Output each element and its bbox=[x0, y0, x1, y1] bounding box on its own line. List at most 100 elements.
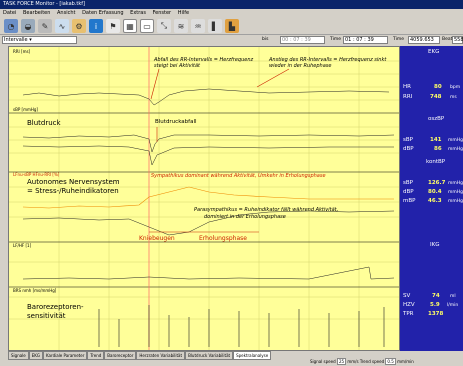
time-label: Time bbox=[330, 35, 341, 45]
tab-ekg[interactable]: EKG bbox=[29, 351, 43, 360]
lfhf-ratio-trace bbox=[23, 267, 394, 279]
ekg-label: EKG bbox=[428, 49, 439, 55]
sbp-value: 141 bbox=[430, 137, 441, 143]
baro-label-1: Barorezeptoren- bbox=[27, 303, 84, 311]
time-field[interactable]: 01 : 07 : 39 bbox=[343, 36, 388, 44]
title-bar: TASK FORCE Monitor - [iakab.tkf] bbox=[0, 0, 463, 9]
tab-baroreceptor[interactable]: Baroreceptor bbox=[104, 351, 136, 360]
toolbar: ◔ ◒ ✎ ∿ ⚙ i ⚑ ▦ ▭ ⤡ ≋ ♒ ▌ ▙ bbox=[0, 18, 463, 35]
tpr-label: TPR bbox=[403, 311, 414, 317]
sympathikus-annotation: Sympathikus dominant während Aktivität, … bbox=[151, 173, 326, 179]
abfall-annotation: Abfall des RR-Intervalls = Herzfrequenz … bbox=[154, 57, 254, 69]
time-bar: Intervalle ▾ bis 00 : 07 : 39 Time 01 : … bbox=[0, 35, 463, 45]
blutdruckabfall-annotation: Blutdruckabfall bbox=[155, 119, 197, 125]
tab-blutdruck-variabilitaet[interactable]: Blutdruck Variabilität bbox=[185, 351, 233, 360]
settings-icon[interactable]: ⚙ bbox=[72, 19, 86, 33]
baro-label-2: sensitivität bbox=[27, 312, 66, 320]
tools-icon[interactable]: ✎ bbox=[38, 19, 52, 33]
beat-field[interactable]: 558 bbox=[452, 36, 463, 44]
sbp2-value: 126.7 bbox=[428, 180, 445, 186]
hr-value: 80 bbox=[434, 84, 442, 90]
dbp2-value: 80.4 bbox=[428, 189, 442, 195]
signal-icon[interactable]: ∿ bbox=[55, 19, 69, 33]
zeit-start-field[interactable]: 00 : 07 : 39 bbox=[280, 36, 325, 44]
sv-label: SV bbox=[403, 293, 410, 299]
dbp2-unit: mmHg bbox=[448, 190, 463, 195]
kontbp-label: kontBP bbox=[426, 159, 445, 165]
stats-icon[interactable]: ≋ bbox=[174, 19, 188, 33]
para-annotation-1: Parasympathikus = Ruheindikator fällt wä… bbox=[194, 207, 338, 213]
anstieg-annotation: Anstieg des RR-Intervalls = Herzfrequenz… bbox=[269, 57, 399, 69]
interval-select[interactable]: Intervalle ▾ bbox=[2, 36, 77, 44]
bar-chart-icon[interactable]: ▌ bbox=[208, 19, 222, 33]
sbp-trace bbox=[23, 135, 394, 152]
para-annotation-2: dominiert in der Erholungsphase bbox=[204, 214, 286, 220]
beat-label: Beat bbox=[442, 35, 452, 45]
ikg-label: IKG bbox=[430, 242, 440, 248]
signal-speed-value[interactable]: 25 bbox=[337, 358, 346, 365]
hzv-label: HZV bbox=[403, 302, 415, 308]
menu-datei[interactable]: Datei bbox=[3, 10, 16, 16]
tab-signale[interactable]: Signale bbox=[8, 351, 29, 360]
hzv-unit: l/min bbox=[447, 303, 458, 308]
rri-trace bbox=[23, 89, 389, 105]
ans-subtitle: = Stress-/Ruheindikatoren bbox=[27, 187, 119, 195]
sbp-channel-label: sBP [mmHg] bbox=[13, 107, 38, 112]
mbp-label: mBP bbox=[403, 198, 415, 204]
trend-speed-value[interactable]: 0.5 bbox=[385, 358, 395, 365]
menu-hilfe[interactable]: Hilfe bbox=[178, 10, 189, 16]
export-icon[interactable]: ▙ bbox=[225, 19, 239, 33]
signal-plot-area[interactable]: RRI [ms] sBP [mmHg] LFnu-sBP HFnu-RRI [%… bbox=[8, 46, 400, 351]
ans-title: Autonomes Nervensystem bbox=[27, 178, 120, 186]
hr-unit: bpm bbox=[450, 85, 460, 90]
menu-fenster[interactable]: Fenster bbox=[153, 10, 172, 16]
tab-kardiale-parameter[interactable]: Kardiale Parameter bbox=[43, 351, 87, 360]
alert-icon[interactable]: ⚑ bbox=[106, 19, 120, 33]
rri-unit: ms bbox=[450, 95, 457, 100]
menu-daten-erfassung[interactable]: Daten Erfassung bbox=[82, 10, 123, 16]
kniebeugen-label: Kniebeugen bbox=[139, 235, 175, 242]
menu-ansicht[interactable]: Ansicht bbox=[57, 10, 75, 16]
sbp2-unit: mmHg bbox=[448, 181, 463, 186]
status-bar: Signal speed 25 mm/s Trend speed 0.5 mm/… bbox=[310, 357, 463, 366]
tab-spektralanalyse[interactable]: Spektralanalyse bbox=[233, 351, 271, 360]
oszbp-label: oszBP bbox=[428, 116, 444, 122]
tab-trend[interactable]: Trend bbox=[87, 351, 104, 360]
mbp-value: 46.3 bbox=[428, 198, 442, 204]
rri-value: 748 bbox=[430, 94, 441, 100]
chart-icon[interactable]: ⤡ bbox=[157, 19, 171, 33]
time2-field[interactable]: 4059.653 bbox=[408, 36, 440, 44]
mbp-unit: mmHg bbox=[448, 199, 463, 204]
view-tabs: Signale EKG Kardiale Parameter Trend Bar… bbox=[8, 351, 308, 360]
sv-value: 74 bbox=[432, 293, 440, 299]
signal-speed-unit: mm/s bbox=[347, 359, 358, 364]
tpr-value: 1378 bbox=[428, 311, 443, 317]
hr-label: HR bbox=[403, 84, 411, 90]
dbp2-label: dBP bbox=[403, 189, 414, 195]
rri-channel-label: RRI [ms] bbox=[13, 49, 30, 54]
sbp2-label: sBP bbox=[403, 180, 413, 186]
sbp-label: sBP bbox=[403, 137, 413, 143]
record-icon[interactable]: ◔ bbox=[4, 19, 18, 33]
brs-bars bbox=[99, 305, 384, 347]
dbp-value: 86 bbox=[434, 146, 442, 152]
tab-herzraten-variabilitaet[interactable]: Herzraten Variabilität bbox=[136, 351, 185, 360]
trend-speed-label: Trend speed bbox=[360, 359, 384, 364]
measure-icon[interactable]: ◒ bbox=[21, 19, 35, 33]
table-icon[interactable]: ▦ bbox=[123, 19, 137, 33]
trend-icon[interactable]: ♒ bbox=[191, 19, 205, 33]
sv-unit: ml bbox=[450, 294, 456, 299]
lfhf-channel-label: LFnu-sBP HFnu-RRI [%] bbox=[13, 172, 59, 177]
menu-extras[interactable]: Extras bbox=[130, 10, 146, 16]
info-icon[interactable]: i bbox=[89, 19, 103, 33]
brs-channel-label: BRS nmh [ms/mmHg] bbox=[13, 288, 56, 293]
menu-bearbeiten[interactable]: Bearbeiten bbox=[23, 10, 50, 16]
parameter-panel: EKG HR 80 bpm RRI 748 ms oszBP sBP 141 m… bbox=[400, 46, 463, 351]
blutdruck-annotation: Blutdruck bbox=[27, 119, 61, 127]
window-icon[interactable]: ▭ bbox=[140, 19, 154, 33]
lfhf2-channel-label: LF/HF [1] bbox=[13, 243, 31, 248]
sbp-unit: mmHg bbox=[448, 138, 463, 143]
dbp-unit: mmHg bbox=[448, 147, 463, 152]
trend-speed-unit: mm/min bbox=[397, 359, 414, 364]
hzv-value: 5.9 bbox=[430, 302, 440, 308]
